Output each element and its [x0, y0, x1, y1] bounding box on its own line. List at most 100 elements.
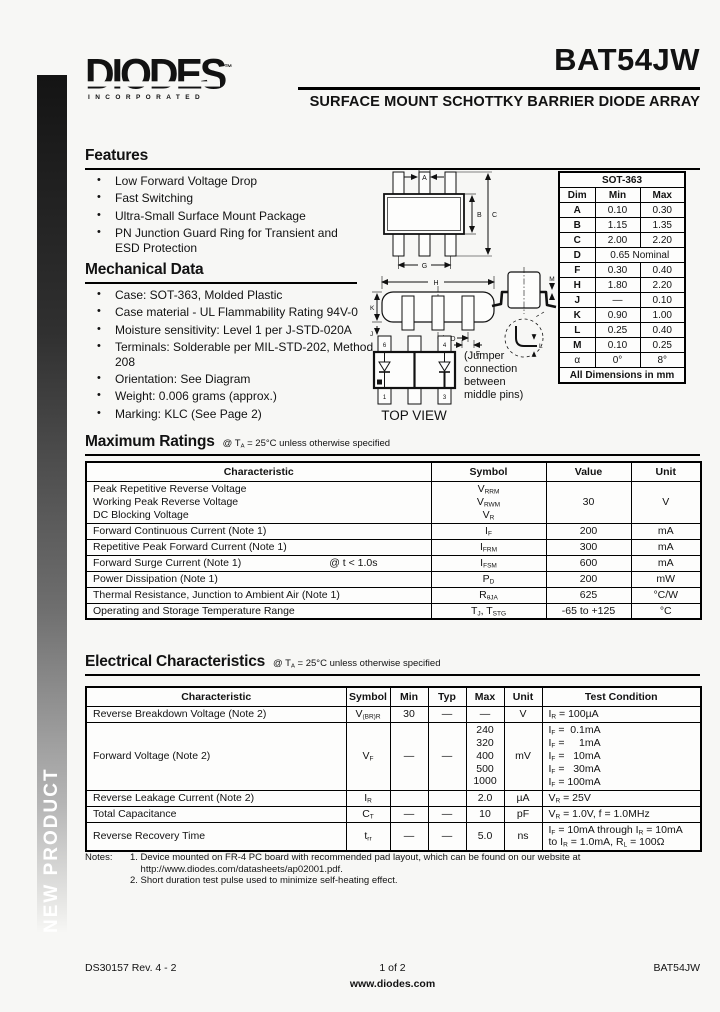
table-row: Characteristic Symbol Min Typ Max Unit T…	[85, 686, 702, 707]
cell-characteristic: Forward Voltage (Note 2)	[85, 721, 347, 791]
cell-characteristic: Forward Continuous Current (Note 1)	[85, 522, 432, 540]
table-row: Reverse Recovery Time trr — — 5.0 ns IF …	[85, 821, 702, 852]
cell-dim: B	[558, 217, 596, 233]
document-subtitle: SURFACE MOUNT SCHOTTKY BARRIER DIODE ARR…	[309, 94, 700, 110]
bullet-icon: •	[97, 406, 101, 419]
cell-dim: J	[558, 292, 596, 308]
table-row: Characteristic Symbol Value Unit	[85, 461, 702, 482]
footer-doc-id: DS30157 Rev. 4 - 2	[85, 962, 177, 974]
characteristic-with-condition: Forward Surge Current (Note 1) @ t < 1.0…	[93, 557, 426, 569]
package-front-view	[372, 276, 495, 348]
list-item: • Orientation: See Diagram	[97, 372, 375, 386]
table-row: M 0.10 0.25	[558, 337, 686, 353]
col-header: Value	[545, 461, 632, 482]
table-row: A 0.10 0.30	[558, 202, 686, 218]
electrical-characteristics-heading: Electrical Characteristics @ TA = 25°C un…	[85, 653, 700, 676]
list-item: • Marking: KLC (See Page 2)	[97, 407, 375, 421]
top-view-caption: TOP VIEW	[381, 408, 447, 423]
cell-unit: mA	[630, 538, 702, 556]
cell-min: 0.10	[594, 337, 641, 353]
bullet-icon: •	[97, 191, 101, 204]
table-row: Forward Voltage (Note 2) VF — — 240 320 40…	[85, 721, 702, 791]
cell-min: 0.10	[594, 202, 641, 218]
cell-min: 0.25	[594, 322, 641, 338]
list-item: • Case: SOT-363, Molded Plastic	[97, 288, 375, 302]
col-header: Min	[594, 187, 641, 203]
logo-incorporated-label: INCORPORATED	[88, 94, 206, 101]
cell-unit: mA	[630, 554, 702, 572]
cell-min: 30	[389, 706, 429, 723]
dim-label-h: H	[433, 280, 438, 287]
mech-text: Moisture sensitivity: Level 1 per J-STD-…	[115, 322, 352, 337]
cell-min: 0.30	[594, 262, 641, 278]
cell-symbol: IF	[430, 522, 547, 540]
dim-label-k: K	[370, 305, 375, 312]
cell-symbol: IFSM	[430, 554, 547, 572]
cell-max: —	[465, 706, 505, 723]
cell-characteristic: Thermal Resistance, Junction to Ambient …	[85, 586, 432, 604]
cell-symbol: PD	[430, 570, 547, 588]
dimension-table: SOT-363 Dim Min Max A 0.10 0.30 B 1.15 1.35 …	[558, 171, 686, 384]
cell-value: 300	[545, 538, 632, 556]
cell-unit: ns	[503, 821, 543, 852]
cell-symbol: CT	[345, 805, 391, 823]
cell-symbol: TJ, TSTG	[430, 602, 547, 620]
features-heading: Features	[85, 147, 700, 170]
cell-value: 200	[545, 570, 632, 588]
pin1-marker	[377, 379, 382, 385]
table-row: C 2.00 2.20	[558, 232, 686, 248]
col-header: Test Condition	[541, 686, 702, 707]
cell-value: 600	[545, 554, 632, 572]
cell-max: 1.35	[639, 217, 686, 233]
package-top-outline	[383, 169, 492, 269]
mechanical-data-heading: Mechanical Data	[85, 261, 357, 284]
bullet-icon: •	[97, 226, 101, 239]
mechanical-data-list: • Case: SOT-363, Molded Plastic • Case mat…	[97, 288, 375, 424]
mech-text: Weight: 0.006 grams (approx.)	[115, 389, 277, 404]
cell-max: 2.20	[639, 232, 686, 248]
bullet-icon: •	[97, 208, 101, 221]
table-row: H 1.80 2.20	[558, 277, 686, 293]
col-header: Characteristic	[85, 461, 432, 482]
cell-typ: —	[427, 721, 467, 791]
cell-symbol: RθJA	[430, 586, 547, 604]
cell-characteristic: Power Dissipation (Note 1)	[85, 570, 432, 588]
new-product-label: NEW PRODUCT	[41, 767, 62, 933]
page-title: BAT54JW	[554, 42, 700, 77]
cell-unit: °C/W	[630, 586, 702, 604]
table-row: Power Dissipation (Note 1) PD 200 mW	[85, 570, 702, 588]
cell-min: —	[389, 805, 429, 823]
bullet-icon: •	[97, 322, 101, 335]
cell-symbol: IR	[345, 789, 391, 807]
mech-text: Terminals: Solderable per MIL-STD-202, M…	[115, 340, 374, 369]
bullet-icon: •	[97, 174, 101, 186]
cell-unit: °C	[630, 602, 702, 620]
feature-text: Fast Switching	[115, 191, 194, 206]
mech-text: Marking: KLC (See Page 2)	[115, 406, 262, 421]
cell-typ: —	[427, 821, 467, 852]
new-product-banner: NEW PRODUCT	[37, 75, 67, 933]
dim-label-f: F	[476, 351, 480, 358]
cell-min: —	[594, 292, 641, 308]
feature-text: PN Junction Guard Ring for Transient and…	[115, 226, 338, 255]
col-header: Max	[639, 187, 686, 203]
col-header: Min	[389, 686, 429, 707]
table-row: F 0.30 0.40	[558, 262, 686, 278]
cell-dim: L	[558, 322, 596, 338]
cell-min: 0°	[594, 352, 641, 368]
section-title: Electrical Characteristics	[85, 653, 266, 670]
dim-label-b: B	[477, 212, 482, 219]
cell-characteristic: Forward Surge Current (Note 1) @ t < 1.0…	[85, 554, 432, 572]
table-row: SOT-363	[558, 171, 686, 188]
table-row: Thermal Resistance, Junction to Ambient …	[85, 586, 702, 604]
jumper-note: (Jumper connection between middle pins)	[464, 350, 524, 401]
cell-max: 0.10	[639, 292, 686, 308]
dimension-labels: A B C G H K J D F M L	[370, 175, 555, 358]
cell-dim: D	[558, 247, 596, 263]
table-row: J —0.10	[558, 292, 686, 308]
list-item: • Weight: 0.006 grams (approx.)	[97, 389, 375, 403]
bullet-icon: •	[97, 371, 101, 384]
section-condition: @ TA = 25°C unless otherwise specified	[273, 658, 441, 670]
cell-max: 2.0	[465, 789, 505, 807]
cell-dim: F	[558, 262, 596, 278]
